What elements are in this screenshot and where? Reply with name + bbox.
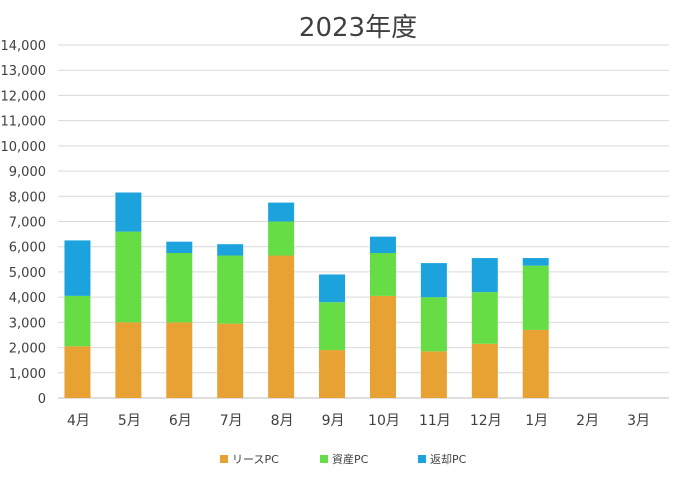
x-tick-label: 9月 — [322, 413, 345, 429]
bar-segment — [166, 241, 193, 254]
bar-segment — [420, 351, 447, 398]
y-tick-label: 1,000 — [9, 367, 46, 382]
legend: リースPC 資産PC 返却PC — [220, 453, 467, 466]
bar-segment — [319, 274, 346, 303]
bar-segment — [217, 323, 244, 398]
x-tick-label: 12月 — [470, 413, 502, 429]
gridlines — [58, 44, 669, 399]
bar-segment — [166, 253, 193, 323]
bar-segment — [369, 253, 396, 296]
y-tick-label: 14,000 — [1, 39, 47, 54]
bar-segment — [369, 295, 396, 398]
y-tick-label: 8,000 — [9, 190, 46, 205]
y-tick-label: 5,000 — [9, 266, 46, 281]
bar-segment — [268, 221, 295, 256]
x-tick-label: 6月 — [169, 413, 192, 429]
bar-segment — [319, 302, 346, 351]
legend-label: 資産PC — [332, 453, 369, 466]
x-tick-label: 7月 — [220, 413, 243, 429]
bar-segment — [217, 244, 244, 256]
x-tick-label: 3月 — [627, 413, 650, 429]
x-tick-label: 1月 — [525, 413, 548, 429]
bar-segment — [64, 240, 91, 296]
bar-segment — [115, 322, 142, 398]
x-tick-label: 2月 — [576, 413, 599, 429]
y-axis-tick-labels: 0 1,000 2,000 3,000 4,000 5,000 6,000 7,000 8,00… — [1, 39, 47, 407]
x-tick-label: 4月 — [67, 413, 90, 429]
bar-segment — [471, 292, 498, 344]
bar-segment — [471, 343, 498, 398]
y-tick-label: 4,000 — [9, 291, 46, 306]
bar-segment — [115, 231, 142, 323]
bar-segment — [522, 265, 549, 330]
bar-segment — [522, 329, 549, 398]
x-tick-label: 10月 — [368, 413, 400, 429]
y-tick-label: 13,000 — [1, 64, 47, 79]
y-tick-label: 3,000 — [9, 316, 46, 331]
legend-swatch — [220, 455, 228, 463]
chart-title: 2023年度 — [299, 13, 417, 43]
legend-swatch — [320, 455, 328, 463]
bar-segment — [217, 255, 244, 324]
y-tick-label: 0 — [38, 392, 46, 407]
bar-segment — [420, 263, 447, 298]
y-tick-label: 9,000 — [9, 165, 46, 180]
bar-segment — [115, 192, 142, 232]
bar-segment — [471, 258, 498, 293]
y-tick-label: 11,000 — [1, 115, 47, 130]
x-tick-label: 8月 — [271, 413, 294, 429]
bar-segment — [64, 346, 91, 398]
x-tick-label: 5月 — [118, 413, 141, 429]
bar-segment — [268, 255, 295, 398]
bar-segment — [166, 322, 193, 398]
y-tick-label: 2,000 — [9, 342, 46, 357]
y-tick-label: 6,000 — [9, 241, 46, 256]
y-tick-label: 12,000 — [1, 89, 47, 104]
y-tick-label: 7,000 — [9, 216, 46, 231]
bar-segment — [268, 202, 295, 222]
legend-swatch — [418, 455, 426, 463]
bars — [64, 192, 549, 398]
legend-label: 返却PC — [430, 453, 467, 466]
x-axis-tick-labels: 4月 5月 6月 7月 8月 9月 10月 11月 12月 1月 2月 3月 — [67, 413, 650, 429]
x-tick-label: 11月 — [419, 413, 451, 429]
bar-segment — [369, 236, 396, 254]
y-tick-label: 10,000 — [1, 140, 47, 155]
bar-segment — [64, 295, 91, 347]
bar-segment — [522, 258, 549, 266]
bar-segment — [420, 297, 447, 352]
legend-label: リースPC — [232, 453, 279, 466]
bar-segment — [319, 350, 346, 398]
